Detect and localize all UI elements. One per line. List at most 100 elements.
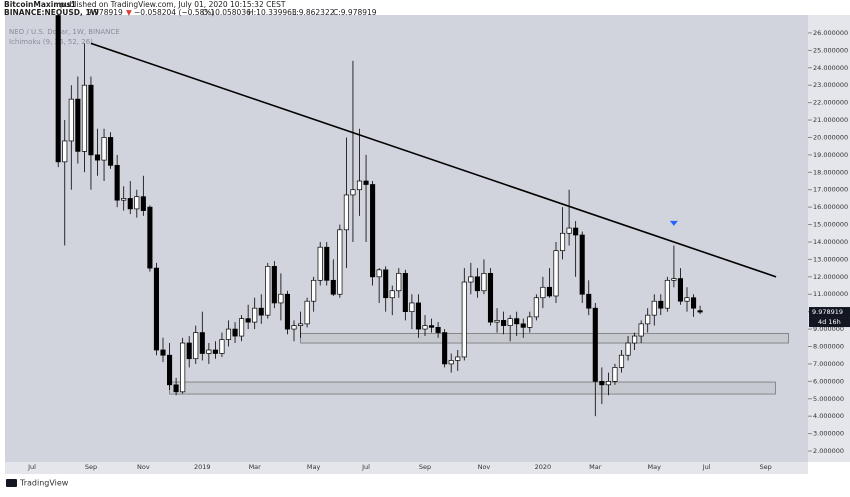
candle-down xyxy=(573,227,579,236)
candle-up xyxy=(422,325,428,330)
y-tick-label: 18.000000 xyxy=(813,168,848,176)
y-tick-label: 3.000000 xyxy=(813,430,844,438)
candle-down xyxy=(330,279,336,295)
x-tick-label: Mar xyxy=(249,463,262,471)
author: BitcoinMaximus1 xyxy=(4,0,76,9)
x-tick-label: Jul xyxy=(27,463,36,471)
countdown-badge xyxy=(809,317,850,328)
candle-down xyxy=(167,354,173,386)
candle-up xyxy=(343,194,349,231)
candle-up xyxy=(101,137,107,161)
candle-up xyxy=(62,140,68,163)
candle-up xyxy=(625,342,631,356)
candle-down xyxy=(94,154,101,161)
y-tick-label: 11.000000 xyxy=(813,290,848,298)
candle-up xyxy=(671,278,677,281)
candle-down xyxy=(88,84,94,156)
x-tick-label: Nov xyxy=(137,463,150,471)
x-tick-label: May xyxy=(307,463,321,471)
candle-up xyxy=(376,269,382,278)
candle-down xyxy=(487,272,494,323)
x-tick-label: Mar xyxy=(589,463,602,471)
candle-up xyxy=(664,279,670,309)
candle-down xyxy=(284,293,291,330)
candle-up xyxy=(559,232,566,252)
candle-down xyxy=(520,323,526,328)
candle-up xyxy=(265,266,271,316)
support-zone xyxy=(300,333,789,344)
candle-up xyxy=(566,227,572,234)
candle-up xyxy=(540,286,546,299)
candle-up xyxy=(507,318,513,326)
candle-up xyxy=(632,335,638,344)
x-tick-label: May xyxy=(648,463,662,471)
y-tick-label: 8.000000 xyxy=(813,343,844,351)
candle-up xyxy=(252,307,258,323)
candle-up xyxy=(193,332,199,360)
candle-down xyxy=(514,318,520,325)
indicator: Ichimoku (9, 26, 52, 26) xyxy=(9,38,93,46)
y-tick-label: 7.000000 xyxy=(813,360,844,368)
brand-logo xyxy=(6,479,17,487)
low-label: L:9.862322 xyxy=(292,8,335,17)
candle-down xyxy=(435,326,441,333)
candle-up xyxy=(396,272,402,292)
candle-down xyxy=(245,318,251,323)
candle-down xyxy=(75,98,81,152)
candle-up xyxy=(527,316,533,328)
y-tick-label: 20.000000 xyxy=(813,133,848,141)
candle-down xyxy=(140,196,146,211)
published: published on TradingView.com, July 01, 2… xyxy=(60,0,286,9)
candle-up xyxy=(298,323,304,326)
candle-up xyxy=(533,297,539,318)
y-tick-label: 22.000000 xyxy=(813,99,848,107)
candle-down xyxy=(658,300,664,309)
x-tick-label: Jul xyxy=(361,463,370,471)
candle-down xyxy=(442,332,448,365)
candle-up xyxy=(81,84,87,152)
price-badge xyxy=(809,307,850,318)
candle-up xyxy=(311,279,317,302)
candle-down xyxy=(415,302,422,330)
candle-up xyxy=(356,180,363,191)
y-tick-label: 12.000000 xyxy=(813,273,848,281)
candle-down xyxy=(258,307,264,316)
x-tick-label: Sep xyxy=(759,463,771,471)
candle-up xyxy=(651,300,657,316)
candle-up xyxy=(337,229,343,295)
candle-down xyxy=(579,234,585,295)
change: −0.058204 (−0.58%) xyxy=(134,8,214,17)
candle-down xyxy=(324,246,330,281)
candle-up xyxy=(134,196,140,210)
y-tick-label: 25.000000 xyxy=(813,46,848,54)
candle-down xyxy=(586,293,592,309)
candle-down xyxy=(127,198,133,210)
y-tick-label: 26.000000 xyxy=(813,29,848,37)
candle-down xyxy=(599,380,605,386)
candle-up xyxy=(409,302,415,313)
candle-down xyxy=(232,328,238,337)
candle-up xyxy=(553,250,559,297)
candle-up xyxy=(291,325,297,330)
symbol: BINANCE:NEOUSD, 1W xyxy=(4,8,100,17)
x-tick-label: 2019 xyxy=(194,463,211,471)
y-tick-label: 17.000000 xyxy=(813,186,848,194)
candle-up xyxy=(219,339,225,354)
open-label: O:10.058036 xyxy=(202,8,251,17)
candle-up xyxy=(638,323,644,337)
candle-down xyxy=(55,15,61,163)
candle-up xyxy=(278,293,284,304)
candle-up xyxy=(350,189,356,196)
candle-down xyxy=(690,297,697,309)
candle-down xyxy=(153,267,160,351)
candle-down xyxy=(114,164,120,201)
time-axis xyxy=(5,462,808,474)
candle-up xyxy=(180,342,186,393)
candle-up xyxy=(448,360,454,365)
candle-down xyxy=(474,276,480,292)
candle-down xyxy=(199,332,205,354)
y-tick-label: 9.000000 xyxy=(813,325,844,333)
high-label: H:10.339963 xyxy=(248,8,297,17)
